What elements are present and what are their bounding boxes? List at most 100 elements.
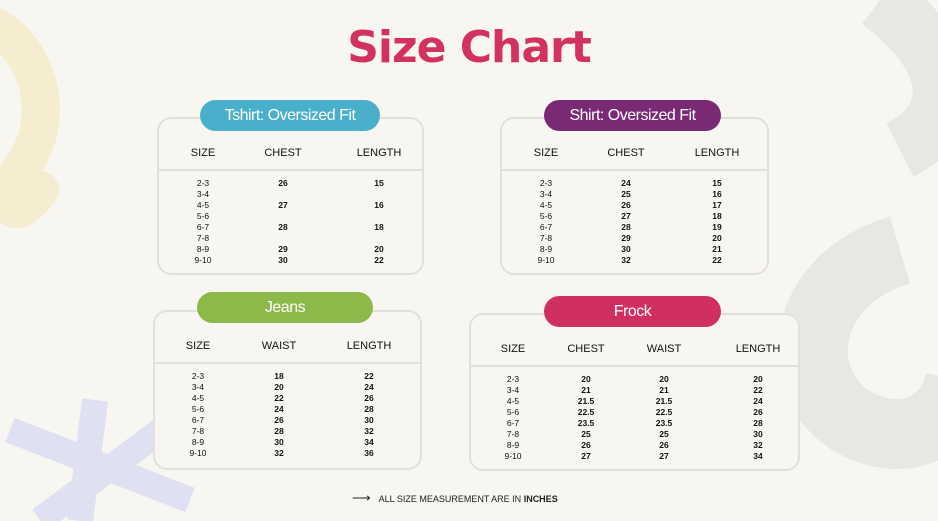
table-cell: 23.5 <box>577 418 595 428</box>
table-cell: 3-4 <box>191 382 205 392</box>
table-cell: 8-9 <box>506 440 520 450</box>
divider <box>471 365 798 367</box>
table-cell: 9-10 <box>194 255 212 265</box>
table-cell: 16 <box>712 189 722 199</box>
table-cell: 22 <box>374 255 384 265</box>
tshirt-title-badge: Tshirt: Oversized Fit <box>200 100 380 131</box>
table-cell: 4-5 <box>539 200 553 210</box>
table-cell: 25 <box>581 429 591 439</box>
footer-note: ⟶ ALL SIZE MEASUREMENT ARE IN INCHES <box>352 490 558 506</box>
table-cell: 22.5 <box>577 407 595 417</box>
table-cell: 20 <box>274 382 284 392</box>
table-cell: 21 <box>581 385 591 395</box>
table-cell: 9-10 <box>504 451 522 461</box>
table-cell: 26 <box>621 200 631 210</box>
shirt-title-badge: Shirt: Oversized Fit <box>544 100 721 131</box>
table-cell: 30 <box>364 415 374 425</box>
table-cell: 9-10 <box>189 448 207 458</box>
table-cell: 34 <box>364 437 374 447</box>
table-cell: 21.5 <box>655 396 673 406</box>
footer-text: ALL SIZE MEASUREMENT ARE IN <box>378 494 524 504</box>
table-cell: 18 <box>274 371 284 381</box>
table-cell: 18 <box>374 222 384 232</box>
column-header: LENGTH <box>346 340 392 352</box>
table-cell: 28 <box>278 222 288 232</box>
table-cell: 30 <box>274 437 284 447</box>
table-cell: 20 <box>374 244 384 254</box>
shirt-size-table: SIZE CHEST LENGTH 2-3 24 15 3-4 25 16 4-5 26 17 5-6 2… <box>500 117 769 275</box>
table-cell: 28 <box>364 404 374 414</box>
column-header: WAIST <box>261 340 297 352</box>
table-cell: 9-10 <box>537 255 555 265</box>
table-cell: 21.5 <box>577 396 595 406</box>
table-cell: 21 <box>659 385 669 395</box>
table-cell: 20 <box>581 374 591 384</box>
column-header: SIZE <box>500 343 526 355</box>
table-cell: 8-9 <box>191 437 205 447</box>
column-header: LENGTH <box>356 147 402 159</box>
table-cell: 30 <box>278 255 288 265</box>
table-cell: 5-6 <box>506 407 520 417</box>
table-cell: 27 <box>621 211 631 221</box>
table-cell: 5-6 <box>196 211 210 221</box>
table-cell: 25 <box>621 189 631 199</box>
table-cell: 15 <box>712 178 722 188</box>
table-cell: 2-3 <box>196 178 210 188</box>
table-cell: 26 <box>274 415 284 425</box>
divider <box>155 362 420 364</box>
table-cell: 7-8 <box>191 426 205 436</box>
table-cell: 7-8 <box>196 233 210 243</box>
column-header: SIZE <box>533 147 559 159</box>
table-cell: 22 <box>364 371 374 381</box>
column-header: SIZE <box>185 340 211 352</box>
table-cell: 28 <box>274 426 284 436</box>
table-cell: 23.5 <box>655 418 673 428</box>
table-cell: 25 <box>659 429 669 439</box>
jeans-size-table: SIZE WAIST LENGTH 2-3 18 22 3-4 20 24 4-5 22 26 5-6 2… <box>153 310 422 470</box>
footer-unit: INCHES <box>523 494 558 504</box>
table-cell: 20 <box>753 374 763 384</box>
table-cell: 4-5 <box>506 396 520 406</box>
column-header: LENGTH <box>735 343 781 355</box>
table-cell: 26 <box>364 393 374 403</box>
column-header: LENGTH <box>694 147 740 159</box>
table-cell: 26 <box>278 178 288 188</box>
table-cell: 8-9 <box>539 244 553 254</box>
table-cell: 19 <box>712 222 722 232</box>
table-cell: 32 <box>274 448 284 458</box>
arrow-right-icon: ⟶ <box>352 490 371 505</box>
page-title: Size Chart <box>347 22 592 73</box>
table-cell: 22.5 <box>655 407 673 417</box>
column-header: CHEST <box>607 147 645 159</box>
table-cell: 24 <box>621 178 631 188</box>
table-cell: 3-4 <box>539 189 553 199</box>
table-cell: 30 <box>753 429 763 439</box>
table-cell: 26 <box>659 440 669 450</box>
table-cell: 26 <box>581 440 591 450</box>
table-cell: 6-7 <box>196 222 210 232</box>
table-cell: 2-3 <box>191 371 205 381</box>
table-cell: 3-4 <box>506 385 520 395</box>
table-cell: 20 <box>659 374 669 384</box>
table-cell: 29 <box>621 233 631 243</box>
table-cell: 3-4 <box>196 189 210 199</box>
table-cell: 24 <box>274 404 284 414</box>
tshirt-size-table: SIZE CHEST LENGTH 2-3 26 15 3-4 4-5 27 16 5-6 6-7 28… <box>157 117 424 275</box>
table-cell: 29 <box>278 244 288 254</box>
table-cell: 28 <box>621 222 631 232</box>
table-cell: 34 <box>753 451 763 461</box>
column-header: WAIST <box>646 343 682 355</box>
table-cell: 6-7 <box>191 415 205 425</box>
table-cell: 22 <box>274 393 284 403</box>
table-cell: 18 <box>712 211 722 221</box>
column-header: CHEST <box>264 147 302 159</box>
table-cell: 21 <box>712 244 722 254</box>
table-cell: 4-5 <box>196 200 210 210</box>
table-cell: 27 <box>581 451 591 461</box>
table-cell: 2-3 <box>506 374 520 384</box>
table-cell: 17 <box>712 200 722 210</box>
column-header: SIZE <box>190 147 216 159</box>
table-cell: 27 <box>659 451 669 461</box>
jeans-title-badge: Jeans <box>197 292 373 323</box>
table-cell: 16 <box>374 200 384 210</box>
